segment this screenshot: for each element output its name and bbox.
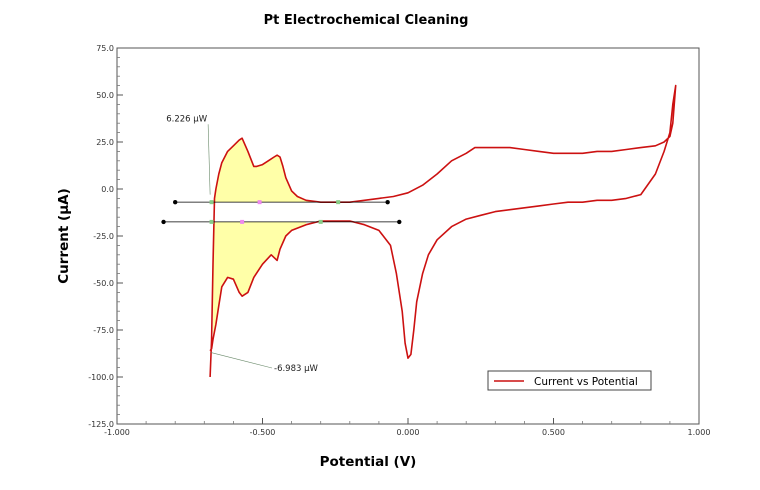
y-tick-label: -100.0 bbox=[88, 373, 114, 382]
baseline-layer bbox=[161, 199, 402, 225]
baseline-mid-marker bbox=[209, 219, 214, 224]
shaded-area-layer bbox=[213, 138, 321, 340]
annotation-label: 6.226 μW bbox=[166, 114, 207, 124]
baseline-end-marker bbox=[161, 219, 166, 225]
baseline-mid-marker bbox=[336, 200, 341, 205]
legend: Current vs Potential bbox=[487, 370, 652, 391]
plot-frame bbox=[116, 47, 700, 425]
baseline-mid-marker bbox=[257, 200, 262, 205]
y-axis-label: Current (μA) bbox=[56, 188, 72, 283]
baseline-mid-marker bbox=[318, 219, 323, 224]
series-layer bbox=[209, 84, 677, 378]
cathodic-peak-area bbox=[213, 221, 307, 340]
legend-label: Current vs Potential bbox=[534, 376, 638, 388]
x-tick-label: 1.000 bbox=[688, 428, 711, 437]
annotation-label: -6.983 μW bbox=[274, 364, 319, 374]
y-tick-label: 75.0 bbox=[96, 44, 114, 53]
x-tick-label: 0.000 bbox=[397, 428, 420, 437]
baseline-mid-marker bbox=[209, 200, 214, 205]
y-axis-ticks: 75.0 50.0 25.0 0.0 -25.0 -50.0 -75.0 -100.0 -125… bbox=[88, 44, 123, 429]
y-tick-label: 25.0 bbox=[96, 138, 114, 147]
annotation-layer: 6.226 μW -6.983 μW bbox=[166, 114, 318, 374]
baseline-end-marker bbox=[173, 199, 178, 205]
y-tick-label: 50.0 bbox=[96, 91, 114, 100]
annotation-leader bbox=[211, 352, 273, 369]
y-tick-label: -25.0 bbox=[93, 232, 114, 241]
x-tick-label: -1.000 bbox=[104, 428, 130, 437]
x-axis-ticks: -1.000 -0.500 0.000 0.500 1.000 bbox=[104, 418, 710, 437]
baseline-end-marker bbox=[397, 219, 402, 225]
baseline-end-marker bbox=[385, 199, 390, 205]
baseline-mid-marker bbox=[240, 219, 245, 224]
y-tick-label: -50.0 bbox=[93, 279, 114, 288]
annotation-leader bbox=[207, 124, 211, 195]
x-axis-label: Potential (V) bbox=[320, 454, 417, 470]
x-tick-label: -0.500 bbox=[250, 428, 276, 437]
y-tick-label: 0.0 bbox=[101, 185, 114, 194]
chart-title: Pt Electrochemical Cleaning bbox=[264, 13, 469, 28]
anodic-peak-area bbox=[214, 138, 321, 203]
legend-box bbox=[487, 370, 652, 391]
y-tick-label: -75.0 bbox=[93, 326, 114, 335]
series-line-current-vs-potential bbox=[209, 84, 677, 378]
x-tick-label: 0.500 bbox=[542, 428, 565, 437]
y-tick-label: -125.0 bbox=[88, 420, 114, 429]
